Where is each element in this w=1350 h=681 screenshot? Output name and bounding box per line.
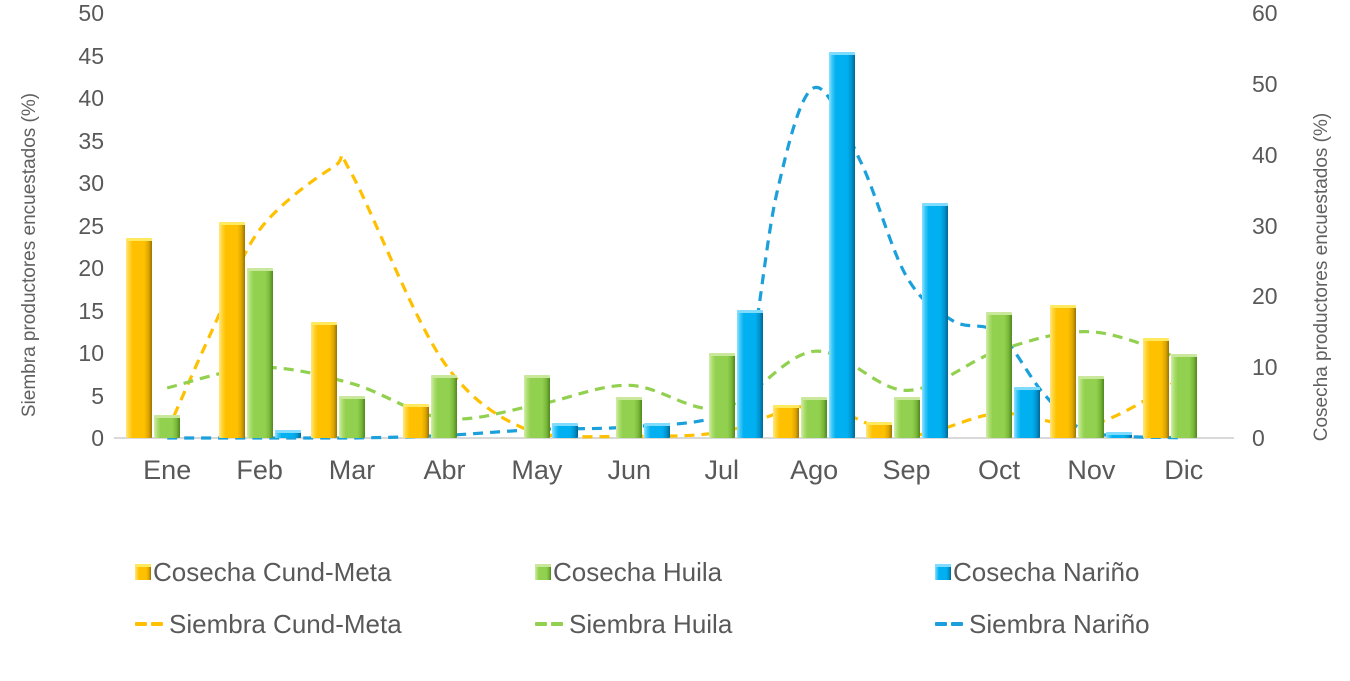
bar-cosecha-huila-mar xyxy=(339,396,366,438)
bar-cosecha-cund-meta-ago xyxy=(773,405,800,438)
y-axis-left-tick: 20 xyxy=(78,255,104,281)
y-axis-left-tick: 10 xyxy=(78,340,104,366)
legend-item-cosecha-narino: Cosecha Nariño xyxy=(935,556,1139,588)
y-axis-right-tick: 50 xyxy=(1252,70,1278,97)
bar-cosecha-huila-ene xyxy=(154,415,181,438)
legend-marker-cosecha-narino xyxy=(935,564,951,580)
bar-cosecha-huila-oct xyxy=(985,311,1012,438)
x-axis-label-jun: Jun xyxy=(607,455,652,485)
bar-cosecha-narino-nov xyxy=(1106,431,1133,438)
y-axis-left-tick: 0 xyxy=(91,425,104,451)
x-axis-label-nov: Nov xyxy=(1067,455,1116,485)
y-axis-right-tick: 60 xyxy=(1252,0,1278,26)
bar-cosecha-cund-meta-mar xyxy=(311,321,338,438)
legend-item-siembra-cund-meta: Siembra Cund-Meta xyxy=(135,608,402,640)
bar-cosecha-huila-ago xyxy=(801,396,828,438)
bar-cosecha-cund-meta-ene xyxy=(126,237,153,438)
y-axis-left-tick: 40 xyxy=(78,85,104,111)
y-axis-right-tick: 40 xyxy=(1252,141,1278,168)
bar-cosecha-huila-jul xyxy=(708,353,735,438)
legend-marker-siembra-cund-meta xyxy=(151,622,163,626)
legend-item-cosecha-huila: Cosecha Huila xyxy=(535,556,722,588)
y-axis-right-tick: 10 xyxy=(1252,354,1278,381)
x-axis-label-oct: Oct xyxy=(977,455,1020,485)
y-axis-left-tick: 45 xyxy=(78,42,104,69)
bar-cosecha-narino-oct xyxy=(1013,387,1040,438)
legend-label-siembra-narino: Siembra Nariño xyxy=(969,609,1150,639)
legend-marker-siembra-huila xyxy=(535,622,547,626)
bar-cosecha-narino-jul xyxy=(736,309,763,438)
bar-cosecha-huila-may xyxy=(523,374,550,438)
legend-marker-cosecha-cund-meta xyxy=(135,564,151,580)
x-axis-label-sep: Sep xyxy=(882,455,931,485)
legend-marker-siembra-narino xyxy=(951,622,963,626)
y-axis-left-tick: 50 xyxy=(78,0,104,26)
x-axis-label-ago: Ago xyxy=(790,455,839,485)
bar-cosecha-huila-jun xyxy=(616,396,643,438)
legend-item-siembra-narino: Siembra Nariño xyxy=(935,608,1150,640)
legend-marker-cosecha-huila xyxy=(535,564,551,580)
bar-cosecha-huila-nov xyxy=(1078,375,1105,438)
x-axis-label-mar: Mar xyxy=(328,455,376,485)
legend-label-siembra-huila: Siembra Huila xyxy=(569,609,733,639)
y-axis-left-tick: 5 xyxy=(91,382,104,409)
y-axis-left-tick: 25 xyxy=(78,212,104,239)
x-axis-label-ene: Ene xyxy=(143,455,192,485)
legend-item-siembra-huila: Siembra Huila xyxy=(535,608,732,640)
x-axis-label-jul: Jul xyxy=(704,455,739,485)
bar-cosecha-huila-dic xyxy=(1170,354,1197,438)
legend-marker-siembra-huila xyxy=(551,622,563,626)
x-axis-label-abr: Abr xyxy=(423,455,466,485)
bar-cosecha-narino-ago xyxy=(829,51,856,438)
legend-marker-siembra-narino xyxy=(935,622,947,626)
y-axis-left-tick: 15 xyxy=(78,297,104,324)
bar-cosecha-cund-meta-nov xyxy=(1050,304,1077,438)
bar-cosecha-huila-abr xyxy=(431,374,458,438)
legend-label-cosecha-narino: Cosecha Nariño xyxy=(953,557,1140,587)
legend-label-cosecha-cund-meta: Cosecha Cund-Meta xyxy=(153,557,392,587)
y-axis-left-tick: 30 xyxy=(78,170,104,196)
y-axis-left-tick: 35 xyxy=(78,127,104,154)
legend-label-cosecha-huila: Cosecha Huila xyxy=(553,557,723,587)
bar-cosecha-cund-meta-feb xyxy=(218,221,245,438)
bar-cosecha-narino-sep xyxy=(921,202,948,438)
legend-item-cosecha-cund-meta: Cosecha Cund-Meta xyxy=(135,556,391,588)
y-axis-right-tick: 20 xyxy=(1252,283,1278,310)
bar-cosecha-narino-feb xyxy=(274,429,301,438)
legend-label-siembra-cund-meta: Siembra Cund-Meta xyxy=(169,609,402,639)
bar-cosecha-narino-jun xyxy=(644,423,671,438)
y-axis-right-tick: 0 xyxy=(1252,425,1265,451)
x-axis-label-dic: Dic xyxy=(1164,455,1204,485)
bar-cosecha-cund-meta-sep xyxy=(865,422,892,438)
bar-cosecha-huila-sep xyxy=(893,396,920,438)
y-axis-right-tick: 30 xyxy=(1252,212,1278,239)
legend-marker-siembra-cund-meta xyxy=(135,622,147,626)
x-axis-label-feb: Feb xyxy=(236,455,283,485)
bar-cosecha-huila-feb xyxy=(246,268,273,438)
bar-cosecha-narino-may xyxy=(551,423,578,438)
bar-cosecha-cund-meta-abr xyxy=(403,404,430,438)
x-axis-label-may: May xyxy=(511,455,563,485)
bar-cosecha-cund-meta-dic xyxy=(1142,338,1169,438)
